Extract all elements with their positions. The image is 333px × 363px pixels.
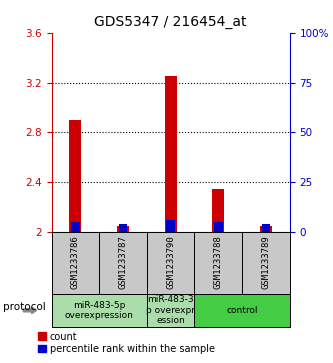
- FancyBboxPatch shape: [52, 294, 147, 327]
- Bar: [71, 222, 80, 232]
- Bar: [70, 120, 81, 232]
- FancyBboxPatch shape: [194, 232, 242, 294]
- Text: GSM1233789: GSM1233789: [261, 235, 270, 289]
- Bar: [262, 224, 270, 232]
- Text: miR-483-5p
overexpression: miR-483-5p overexpression: [65, 301, 134, 320]
- Bar: [165, 76, 176, 232]
- FancyBboxPatch shape: [242, 232, 290, 294]
- Text: GSM1233787: GSM1233787: [119, 235, 128, 289]
- FancyBboxPatch shape: [99, 232, 147, 294]
- Text: miR-483-3
p overexpr
ession: miR-483-3 p overexpr ession: [146, 295, 195, 325]
- Bar: [117, 226, 129, 232]
- FancyBboxPatch shape: [52, 232, 99, 294]
- Title: GDS5347 / 216454_at: GDS5347 / 216454_at: [95, 15, 247, 29]
- Legend: count, percentile rank within the sample: count, percentile rank within the sample: [38, 331, 215, 354]
- Bar: [212, 189, 224, 232]
- Bar: [166, 220, 175, 232]
- FancyBboxPatch shape: [194, 294, 290, 327]
- Text: control: control: [226, 306, 258, 315]
- Text: GSM1233790: GSM1233790: [166, 235, 175, 289]
- Text: protocol: protocol: [3, 302, 46, 312]
- Bar: [214, 222, 222, 232]
- Bar: [260, 226, 272, 232]
- Text: GSM1233786: GSM1233786: [71, 235, 80, 289]
- FancyBboxPatch shape: [147, 294, 194, 327]
- Bar: [119, 224, 127, 232]
- Text: GSM1233788: GSM1233788: [214, 235, 223, 289]
- FancyBboxPatch shape: [147, 232, 194, 294]
